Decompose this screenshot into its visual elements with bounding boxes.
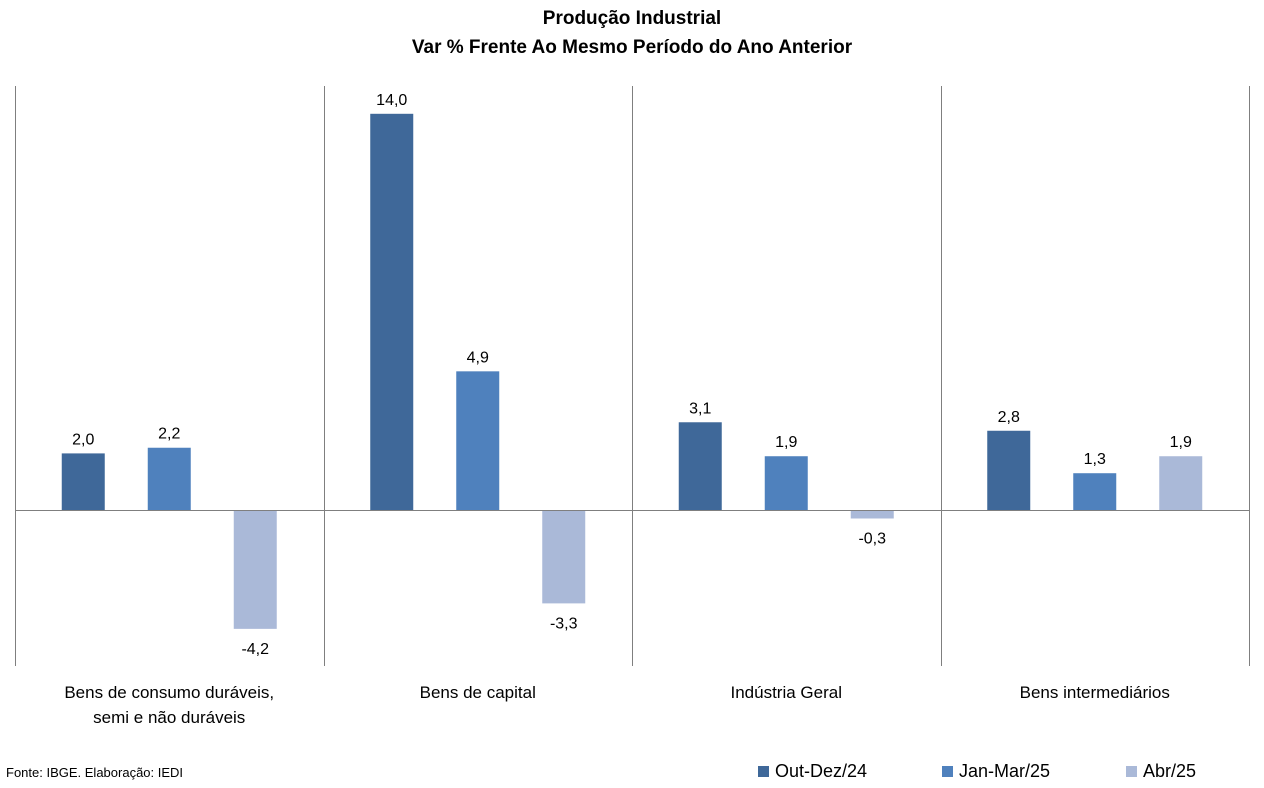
data-label: 4,9 <box>467 349 489 366</box>
category-label: Bens de capital <box>419 683 536 702</box>
source-note: Fonte: IBGE. Elaboração: IEDI <box>6 765 184 780</box>
category-label: Indústria Geral <box>730 683 843 702</box>
legend-label: Abr/25 <box>1143 761 1197 781</box>
legend-swatch <box>942 765 953 777</box>
legend-label: Jan-Mar/25 <box>959 761 1051 781</box>
data-label: 1,3 <box>1084 451 1106 468</box>
bar <box>850 510 894 519</box>
bar <box>1159 456 1203 510</box>
bar <box>1073 473 1117 510</box>
data-label: -4,2 <box>241 641 269 658</box>
legend: Out-Dez/24 Jan-Mar/25 Abr/25 <box>0 758 1264 786</box>
legend-swatch <box>758 765 769 777</box>
bar <box>987 430 1031 510</box>
bar <box>233 510 277 629</box>
category-label: Bens de consumo duráveis, semi e não dur… <box>64 683 275 727</box>
legend-swatch <box>1126 765 1137 777</box>
chart-title: Produção Industrial <box>542 8 722 29</box>
data-label: 3,1 <box>689 400 711 417</box>
data-label: 14,0 <box>376 92 407 109</box>
legend-item: Out-Dez/24 <box>758 758 867 784</box>
bar <box>147 447 191 510</box>
legend-label: Out-Dez/24 <box>775 761 868 781</box>
data-label: 1,9 <box>775 434 797 451</box>
bar <box>456 371 500 510</box>
data-label: 1,9 <box>1170 434 1192 451</box>
legend-item: Jan-Mar/25 <box>942 758 1050 784</box>
bar <box>542 510 586 604</box>
category-label: Bens intermediários <box>1019 683 1170 702</box>
data-label: -3,3 <box>550 615 578 632</box>
bar <box>764 456 808 510</box>
data-label: 2,2 <box>158 426 180 443</box>
data-label: 2,8 <box>998 409 1020 426</box>
data-label: -0,3 <box>858 530 886 547</box>
bar <box>61 453 105 510</box>
bar <box>678 422 722 510</box>
data-label: 2,0 <box>72 431 94 448</box>
bar <box>370 113 414 511</box>
chart-subtitle: Var % Frente Ao Mesmo Período do Ano Ant… <box>411 37 853 58</box>
legend-item: Abr/25 <box>1126 758 1196 784</box>
